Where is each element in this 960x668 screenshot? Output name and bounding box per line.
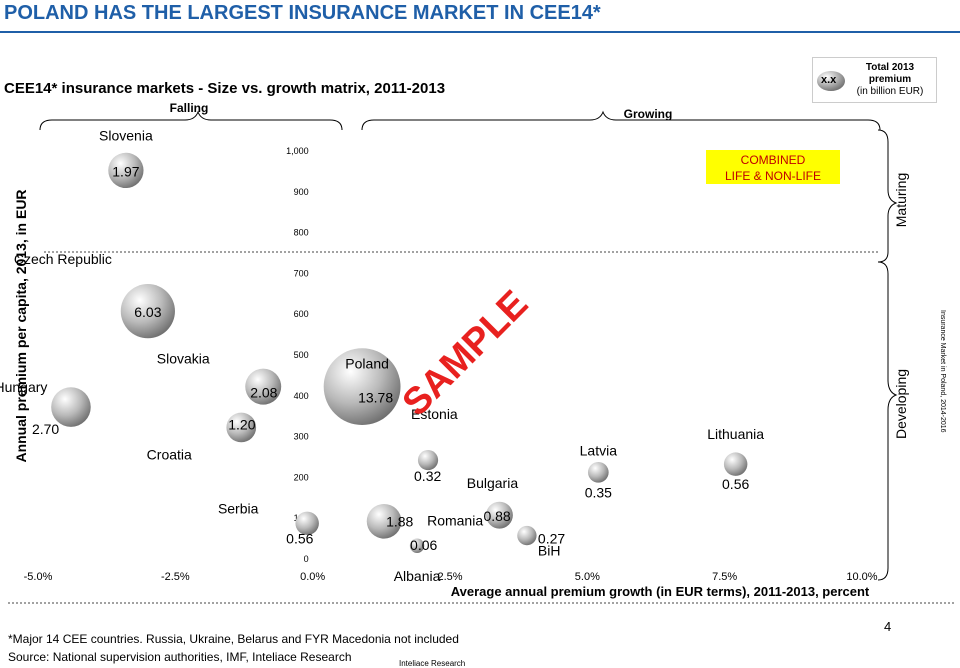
- page-title: POLAND HAS THE LARGEST INSURANCE MARKET …: [4, 2, 601, 24]
- bubble-country-label: Slovenia: [99, 127, 153, 143]
- bubble-latvia: [587, 461, 609, 483]
- size-legend: x.x Total 2013 premium (in billion EUR): [812, 57, 937, 103]
- bubble-czech-republic: [120, 284, 175, 339]
- bubble-size-label: 13.78: [358, 390, 393, 406]
- y-tick-label: 300: [294, 432, 309, 442]
- y-tick-label: 0: [304, 554, 309, 564]
- legend-sample-value: x.x: [821, 74, 837, 86]
- bubble-slovakia: [245, 368, 282, 405]
- sample-watermark: SAMPLE: [395, 283, 537, 425]
- bubble-size-label: 2.08: [250, 385, 277, 401]
- x-tick-label: -2.5%: [161, 571, 190, 583]
- bubble-romania: [366, 503, 402, 539]
- developing-label: Developing: [893, 369, 909, 439]
- bubble-country-label: Bulgaria: [467, 475, 519, 491]
- bubble-country-label: BiH: [538, 543, 561, 559]
- bubble-country-label: Poland: [345, 356, 389, 372]
- legend-title-line: premium: [868, 74, 912, 85]
- y-tick-label: 400: [294, 391, 309, 401]
- x-tick-label: 2.5%: [437, 571, 462, 583]
- bubble-serbia: [295, 511, 319, 536]
- growing-label: Growing: [624, 107, 673, 121]
- bubble-country-label: Latvia: [580, 442, 618, 458]
- bubble-size-label: 0.88: [483, 508, 510, 524]
- x-axis-title: Average annual premium growth (in EUR te…: [451, 584, 870, 599]
- bubble-country-label: Hungary: [0, 379, 47, 395]
- bubble-size-label: 0.27: [538, 531, 565, 547]
- bubble-size-label: 1.20: [228, 416, 255, 432]
- bubble-size-label: 2.70: [32, 421, 59, 437]
- falling-label: Falling: [170, 101, 209, 115]
- maturing-label: Maturing: [893, 173, 909, 227]
- x-tick-label: 10.0%: [846, 571, 877, 583]
- y-tick-label: 900: [294, 187, 309, 197]
- x-tick-label: 7.5%: [712, 571, 737, 583]
- chart-subtitle: CEE14* insurance markets - Size vs. grow…: [4, 80, 446, 97]
- bubble-country-label: Estonia: [411, 406, 458, 422]
- legend-title-line: (in billion EUR): [856, 86, 924, 97]
- bubble-country-label: Romania: [427, 512, 483, 528]
- segment-label: COMBINED: [741, 153, 806, 167]
- developing-bracket: [877, 261, 898, 581]
- y-tick-label: 1,000: [286, 146, 309, 156]
- bubble-size-label: 0.56: [722, 476, 749, 492]
- bubble-size-label: 0.06: [410, 537, 437, 553]
- bubble-bih: [517, 525, 537, 546]
- bubble-country-label: Albania: [394, 568, 441, 584]
- bubble-croatia: [226, 412, 257, 443]
- bubble-poland: [323, 348, 401, 426]
- bubble-bulgaria: [485, 501, 513, 529]
- x-tick-label: 5.0%: [575, 571, 600, 583]
- y-tick-label: 500: [294, 350, 309, 360]
- bubble-size-label: 6.03: [134, 304, 161, 320]
- side-note: Insurance Market in Poland, 2014-2016: [939, 310, 946, 433]
- bubble-albania: [409, 538, 425, 553]
- growing-bracket: [361, 110, 881, 131]
- bubble-slovenia: [108, 152, 144, 189]
- y-tick-label: 600: [294, 309, 309, 319]
- x-tick-label: -5.0%: [24, 571, 53, 583]
- falling-bracket: [39, 110, 343, 131]
- y-axis-title: Annual premium per capita, 2013, in EUR: [13, 189, 29, 462]
- segment-box: [706, 150, 840, 184]
- bubble-hungary: [51, 387, 91, 427]
- bubble-size-label: 0.56: [286, 530, 313, 546]
- bubble-lithuania: [723, 452, 748, 476]
- chart-bubbles: Slovenia 1.97 Czech Republic 6.03 Hungary 2.7…: [0, 127, 764, 583]
- company-name: Inteliace Research: [399, 659, 466, 668]
- bubble-size-label: 0.35: [585, 484, 612, 500]
- bubble-size-label: 0.32: [414, 468, 441, 484]
- legend-title-line: Total 2013: [865, 62, 915, 73]
- bubble-country-label: Czech Republic: [14, 251, 112, 267]
- y-tick-label: 700: [294, 268, 309, 278]
- source-note: Source: National supervision authorities…: [8, 650, 352, 664]
- bubble-country-label: Croatia: [147, 446, 192, 462]
- y-tick-label: 800: [294, 228, 309, 238]
- title-rule: [0, 31, 960, 33]
- chart-axes: -5.0%-2.5%0.0%2.5%5.0%7.5%10.0%010020030…: [24, 146, 878, 583]
- footnote: *Major 14 CEE countries. Russia, Ukraine…: [8, 632, 459, 646]
- bubble-country-label: Lithuania: [707, 426, 764, 442]
- bubble-country-label: Serbia: [218, 500, 259, 516]
- bubble-size-label: 1.88: [386, 513, 413, 529]
- bubble-country-label: Slovakia: [157, 351, 210, 367]
- bubble-estonia: [417, 449, 439, 471]
- page-number: 4: [884, 619, 892, 634]
- legend-bubble-icon: [817, 71, 845, 91]
- x-tick-label: 0.0%: [300, 571, 325, 583]
- bubble-size-label: 1.97: [112, 163, 139, 179]
- segment-label: LIFE & NON-LIFE: [725, 169, 821, 183]
- maturing-bracket: [877, 129, 898, 263]
- legend-title: Total 2013 premium (in billion EUR): [845, 62, 935, 98]
- y-tick-label: 200: [294, 472, 309, 482]
